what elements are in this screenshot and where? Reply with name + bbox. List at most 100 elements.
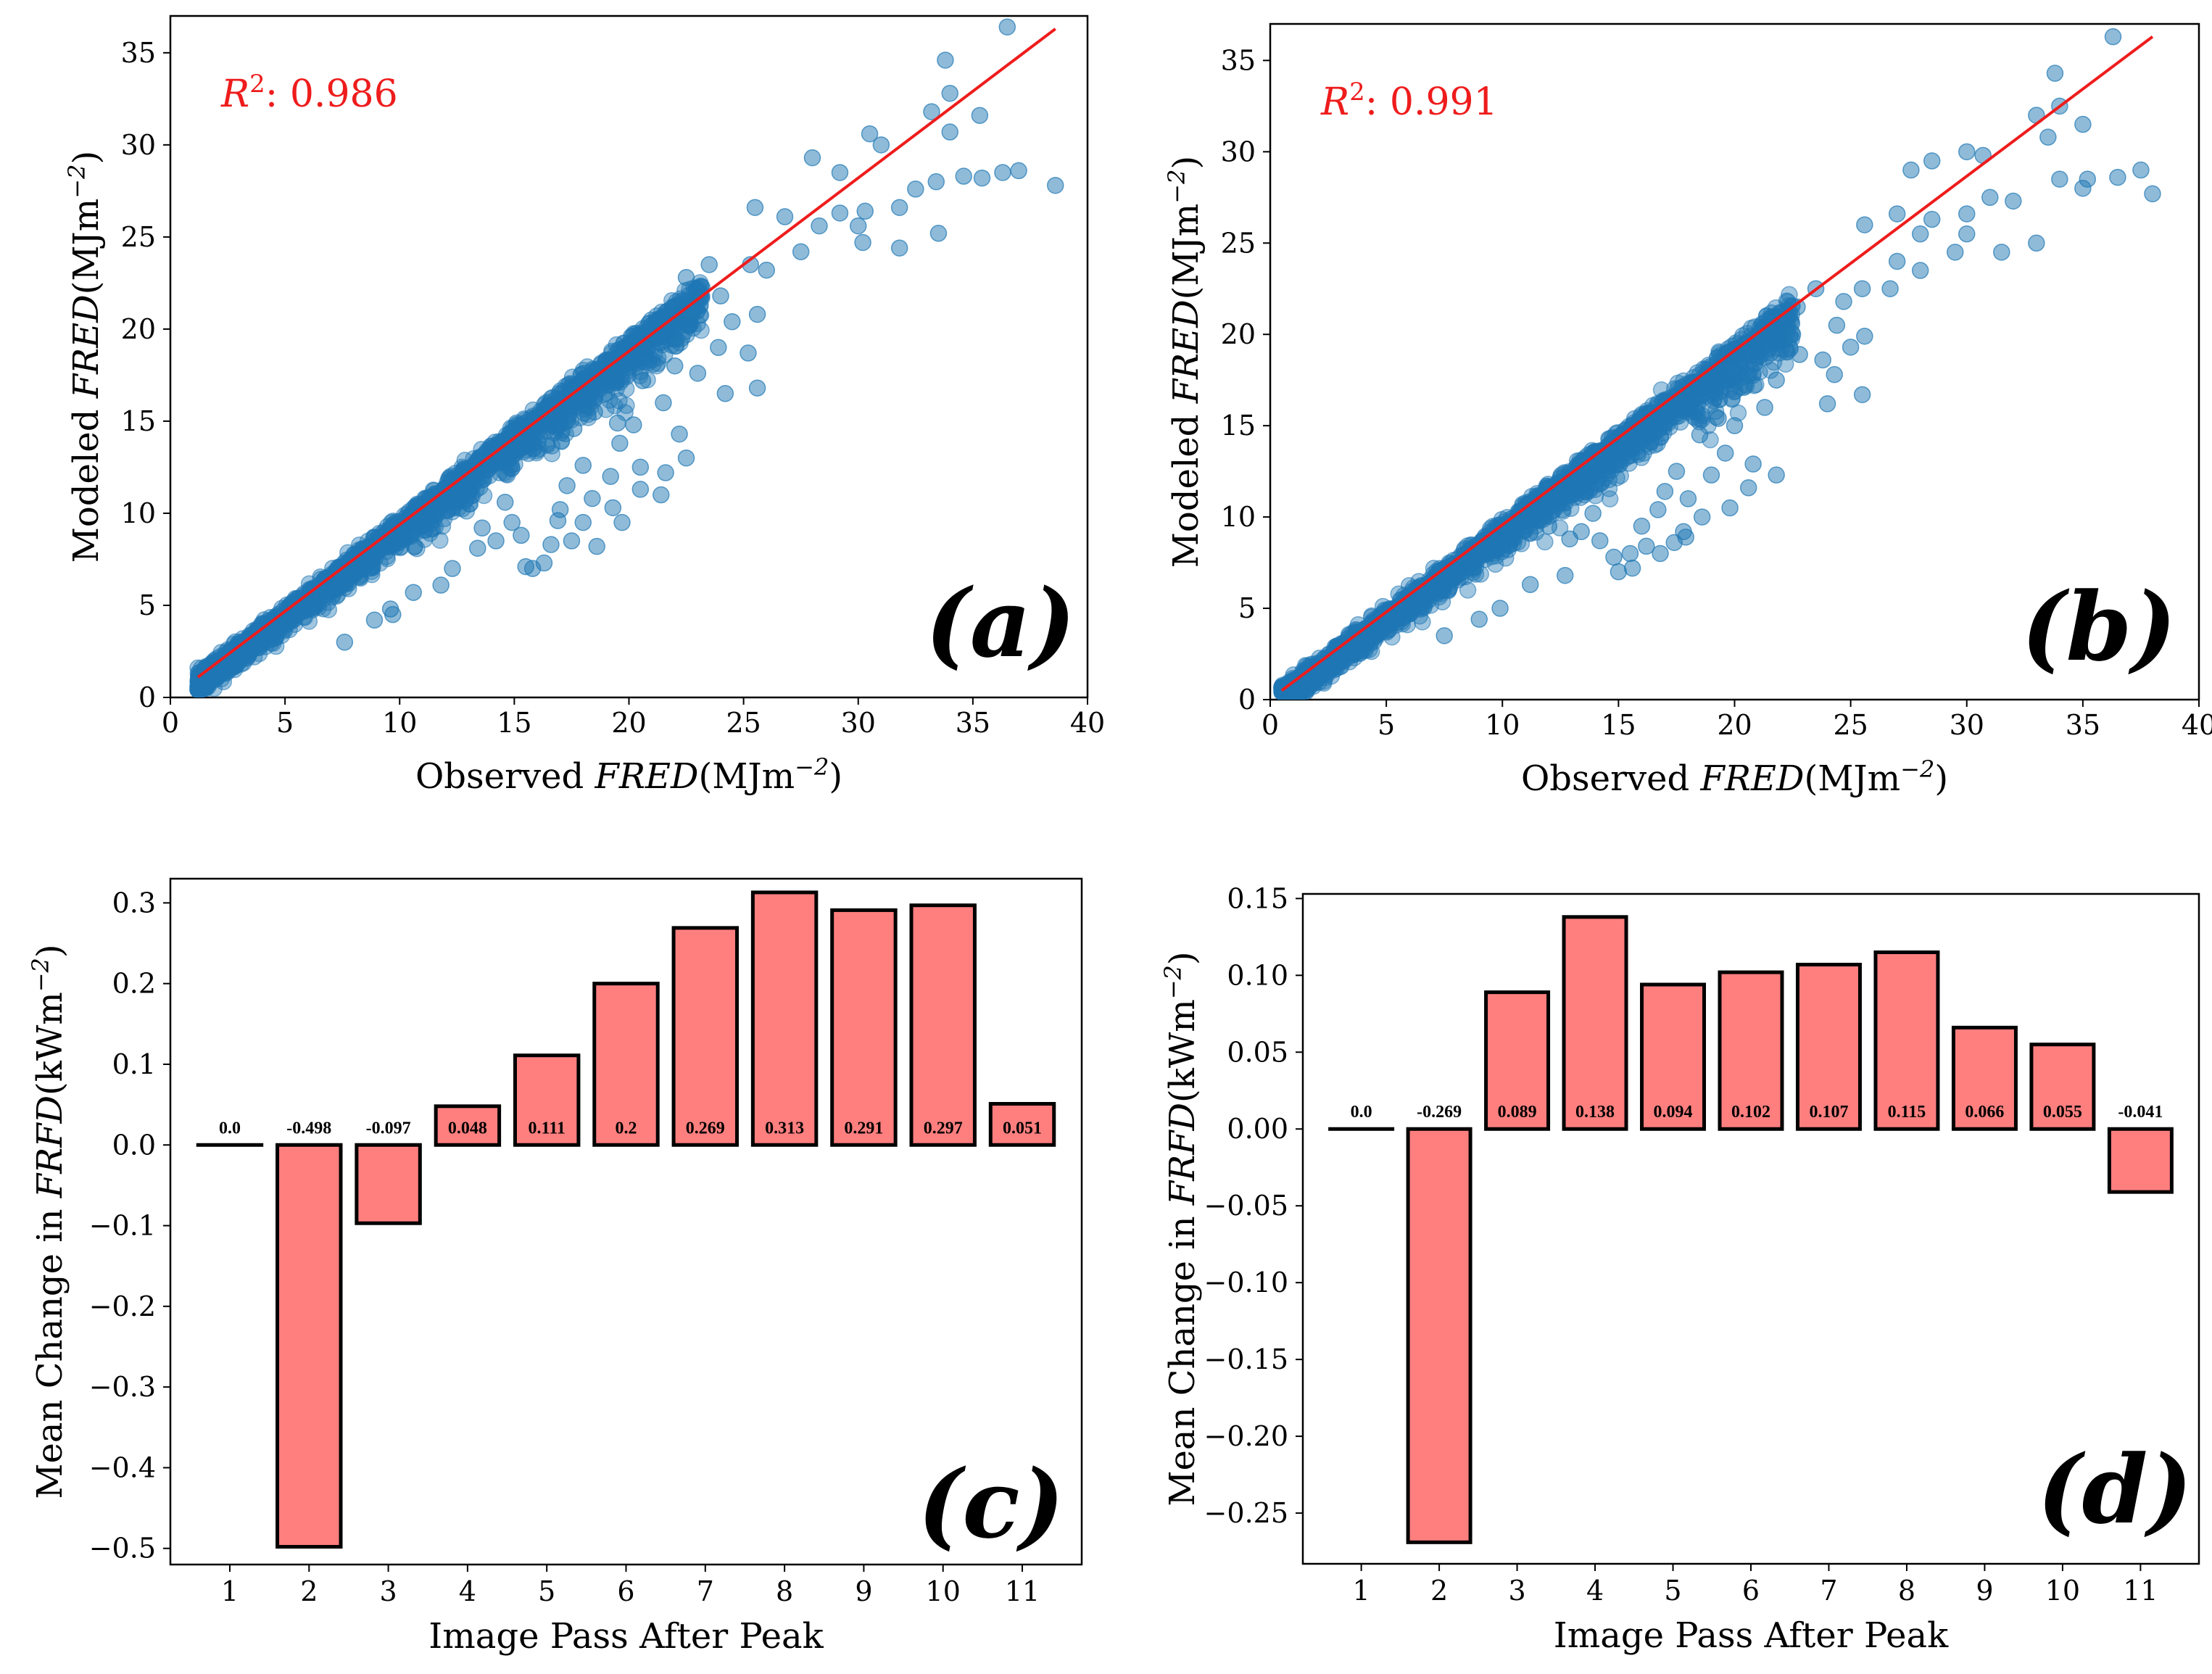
data-point: [1046, 176, 1064, 194]
data-point: [378, 550, 396, 568]
data-point: [469, 470, 487, 487]
data-point: [1723, 391, 1741, 408]
data-point: [453, 500, 471, 518]
data-point: [613, 513, 631, 531]
data-point: [625, 416, 642, 434]
data-point: [602, 370, 620, 389]
data-point: [336, 634, 354, 651]
x-axis-label-exponent: −2: [795, 753, 829, 781]
data-point: [631, 458, 650, 476]
data-point: [558, 404, 576, 422]
data-point: [611, 434, 629, 452]
y-tick-label: 25: [1221, 227, 1256, 259]
data-point: [194, 673, 211, 690]
r-squared-value: : 0.986: [265, 72, 398, 116]
y-tick-label: 0: [138, 681, 156, 713]
data-point: [438, 502, 456, 520]
data-point: [634, 372, 652, 389]
x-tick-label: 10: [382, 707, 417, 739]
data-point: [724, 312, 741, 331]
data-point: [346, 558, 363, 575]
data-point: [941, 123, 958, 141]
data-point: [776, 208, 794, 225]
data-point: [405, 584, 422, 601]
data-point: [549, 512, 567, 529]
y-tick-label: 10: [121, 497, 156, 529]
y-tick-label: 20: [121, 313, 156, 345]
data-point: [710, 339, 727, 357]
r-squared-symbol: R: [220, 72, 249, 116]
y-axis-label: Modeled FRED(MJm−2): [63, 151, 107, 563]
y-axis-label-close: ): [66, 151, 107, 165]
data-point: [890, 239, 908, 257]
data-point: [517, 558, 534, 576]
y-tick-label: 10: [1221, 501, 1256, 533]
y-tick-label: 35: [1221, 44, 1256, 76]
data-point: [831, 204, 849, 222]
data-point: [907, 181, 924, 198]
x-tick-label: 0: [1262, 709, 1279, 741]
data-point: [631, 481, 650, 498]
data-point: [700, 256, 718, 273]
data-point: [542, 536, 560, 553]
data-point: [655, 394, 672, 412]
data-point: [854, 233, 871, 252]
x-tick-label: 20: [611, 707, 646, 739]
data-point: [535, 554, 553, 572]
data-point: [457, 482, 475, 500]
data-point: [671, 425, 688, 443]
x-tick-label: 15: [1601, 709, 1636, 741]
data-point: [850, 217, 867, 235]
data-point: [927, 173, 945, 191]
data-point: [758, 261, 775, 279]
data-point: [522, 428, 540, 447]
x-tick-label: 35: [2066, 709, 2100, 741]
data-point: [955, 167, 972, 185]
data-point: [872, 136, 890, 154]
x-tick-label: 15: [497, 707, 531, 739]
data-point: [941, 84, 958, 102]
data-point: [811, 217, 828, 235]
data-point: [586, 403, 603, 420]
x-axis-label: Observed FRED(MJm−2): [415, 753, 842, 797]
x-tick-label: 30: [841, 707, 876, 739]
data-point: [831, 164, 849, 181]
data-point: [543, 445, 560, 463]
data-point: [563, 532, 581, 550]
data-point: [673, 329, 690, 347]
data-point: [602, 468, 619, 485]
data-point: [677, 269, 695, 286]
data-point: [574, 457, 592, 474]
data-point: [973, 169, 991, 187]
data-point: [606, 397, 624, 415]
data-point: [856, 202, 874, 220]
x-tick-label: 5: [276, 707, 294, 739]
data-point: [657, 464, 674, 481]
data-point: [929, 225, 948, 242]
data-point: [684, 302, 702, 320]
x-tick-label: 40: [2182, 709, 2212, 741]
data-point: [469, 539, 486, 557]
data-point: [677, 449, 695, 467]
data-point: [748, 305, 766, 323]
x-tick-label: 25: [1833, 709, 1868, 741]
x-tick-label: 10: [1485, 709, 1520, 741]
x-tick-label: 5: [1378, 709, 1395, 741]
r-squared-superscript: 2: [249, 70, 265, 99]
data-point: [689, 365, 707, 382]
data-point: [803, 149, 821, 167]
data-point: [565, 420, 583, 437]
y-axis-label-text: Modeled: [66, 398, 107, 563]
x-axis-label-math: FRED: [595, 756, 699, 797]
x-tick-label: 0: [162, 707, 179, 739]
x-axis-label-text: Observed: [415, 756, 595, 797]
x-tick-label: 20: [1717, 709, 1752, 741]
data-point: [574, 513, 592, 531]
x-tick-label: 40: [1070, 707, 1105, 739]
data-point: [558, 477, 576, 494]
data-point: [748, 379, 766, 397]
data-point: [444, 560, 461, 577]
